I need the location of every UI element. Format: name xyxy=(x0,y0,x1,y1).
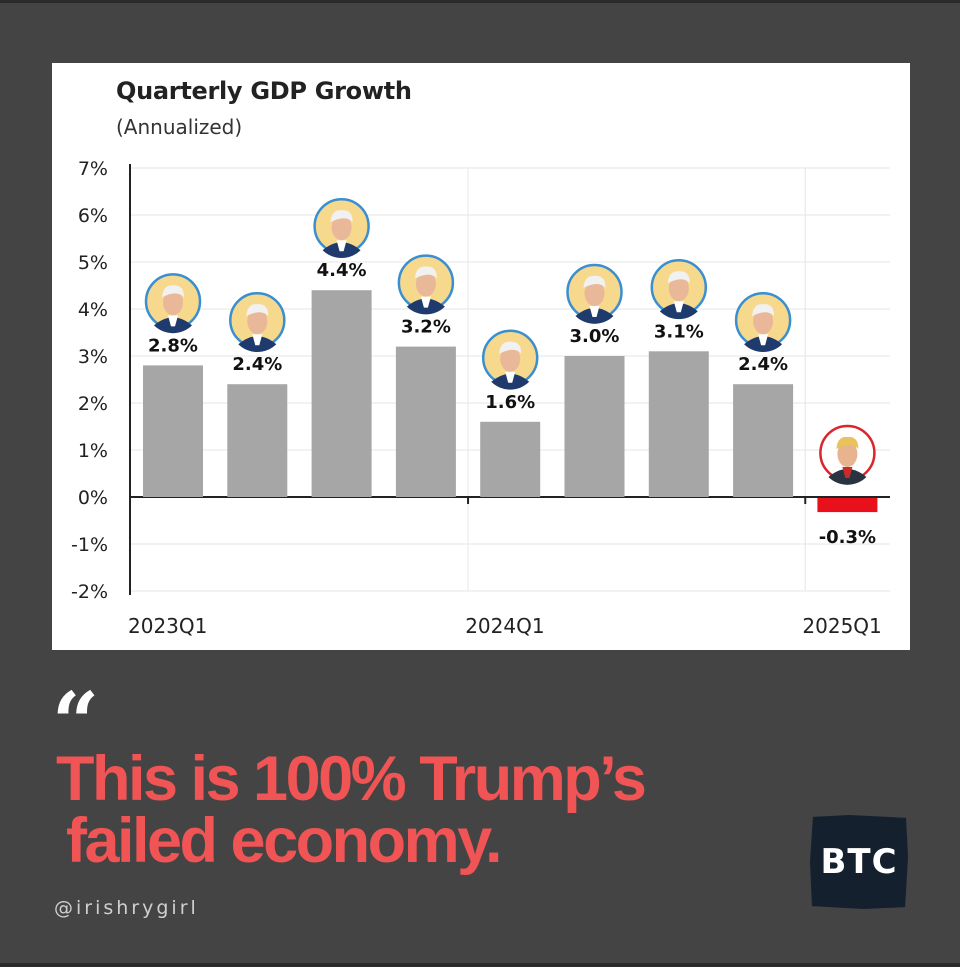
y-tick-label: 2% xyxy=(78,393,108,415)
biden-portrait-icon xyxy=(566,263,623,324)
y-tick-label: -1% xyxy=(71,534,108,556)
y-tick-label: 4% xyxy=(78,299,108,321)
bottom-border xyxy=(0,963,960,967)
bar-2024Q4 xyxy=(733,384,794,497)
value-label: 1.6% xyxy=(485,392,535,413)
bar-2023Q2 xyxy=(227,384,288,497)
biden-portrait-icon xyxy=(650,259,708,320)
author-handle: @irishrygirl xyxy=(54,897,199,919)
trump-portrait-icon xyxy=(819,424,876,485)
bar-2024Q1 xyxy=(480,421,541,497)
biden-portrait-icon xyxy=(229,291,286,353)
value-label: 4.4% xyxy=(317,260,367,281)
bar-2023Q4 xyxy=(395,346,456,497)
y-tick-label: 7% xyxy=(78,158,108,180)
y-tick-label: 5% xyxy=(78,252,108,274)
bar-2024Q3 xyxy=(648,351,709,497)
btc-logo-badge: BTC xyxy=(810,815,908,909)
biden-portrait-icon xyxy=(481,329,539,390)
biden-portrait-icon xyxy=(734,291,792,353)
headline: This is 100% Trump’s failed economy. xyxy=(56,748,816,876)
chart-subtitle: (Annualized) xyxy=(116,115,243,139)
bar-2025Q1 xyxy=(817,498,878,513)
x-tick-label: 2023Q1 xyxy=(128,614,207,638)
biden-portrait-icon xyxy=(313,197,370,259)
chart-title: Quarterly GDP Growth xyxy=(116,77,412,105)
bar-2023Q1 xyxy=(143,365,203,497)
btc-logo-text: BTC xyxy=(820,842,898,882)
value-label: 2.4% xyxy=(232,354,282,375)
y-tick-label: 6% xyxy=(78,205,108,227)
y-tick-label: 1% xyxy=(78,440,108,462)
biden-portrait-icon xyxy=(397,254,455,315)
bar-2024Q2 xyxy=(564,356,625,497)
y-tick-label: -2% xyxy=(71,581,108,603)
quote-mark-icon: “ xyxy=(52,675,99,771)
headline-line-1: This is 100% Trump’s xyxy=(56,744,647,814)
biden-portrait-icon xyxy=(144,273,202,334)
value-label: 2.8% xyxy=(148,335,198,356)
bar-2023Q3 xyxy=(311,290,372,497)
headline-line-2: failed economy. xyxy=(66,806,502,876)
x-tick-label: 2024Q1 xyxy=(465,614,544,638)
value-label: 3.2% xyxy=(401,317,451,338)
value-label: 2.4% xyxy=(738,354,788,375)
top-border xyxy=(0,0,960,3)
y-tick-label: 0% xyxy=(78,487,108,509)
value-label: 3.1% xyxy=(654,321,704,342)
gdp-bar-chart: 7% 6% 5% 4% 3% 2% 1% 0% -1% -2% 2.8% 2.4% 4.4% 3.2% 1.… xyxy=(71,158,890,638)
chart-card: Quarterly GDP Growth (Annualized) 7% 6% 5%… xyxy=(52,63,910,650)
x-tick-label: 2025Q1 xyxy=(802,614,881,638)
y-tick-label: 3% xyxy=(78,346,108,368)
value-label: -0.3% xyxy=(819,527,876,548)
value-label: 3.0% xyxy=(570,326,620,347)
